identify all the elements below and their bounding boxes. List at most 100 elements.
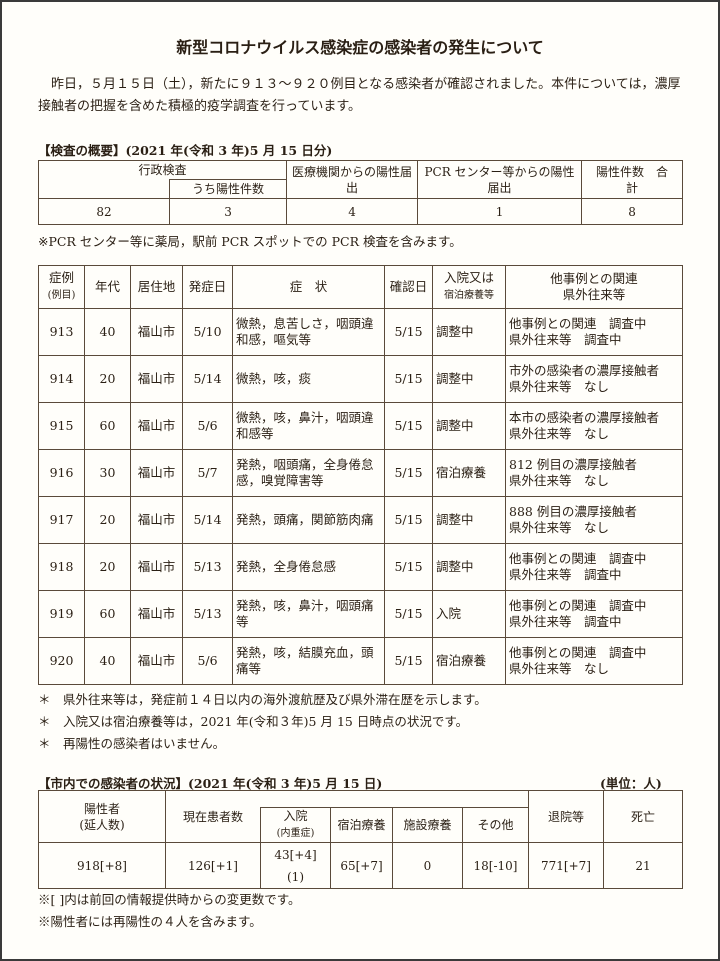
value-facility: 0 bbox=[392, 842, 463, 889]
case-symptoms: 発熱，咳，鼻汁，咽頭痛等 bbox=[232, 590, 385, 638]
case-onset: 5/7 bbox=[182, 449, 233, 497]
header-age: 年代 bbox=[84, 265, 131, 309]
case-note: ＊ 県外往来等は，発症前１４日以内の海外渡航歴及び県外滞在歴を示します。 bbox=[38, 692, 487, 707]
case-city: 福山市 bbox=[130, 449, 183, 497]
value-current: 126[+1] bbox=[165, 842, 261, 889]
case-city: 福山市 bbox=[130, 496, 183, 544]
case-number: 917 bbox=[38, 496, 85, 544]
case-row: 913 40 福山市 5/10 微熱，息苦しさ，咽頭違和感，嘔気等 5/15 調整中 他事例と… bbox=[38, 308, 683, 356]
value-hotel: 65[+7] bbox=[330, 842, 393, 889]
case-travel: 県外往来等 調査中 bbox=[509, 614, 622, 629]
header-death: 死亡 bbox=[603, 790, 683, 843]
case-status: 調整中 bbox=[432, 496, 506, 544]
case-status: 調整中 bbox=[432, 308, 506, 356]
case-age: 40 bbox=[84, 637, 131, 685]
header-status-sub: 宿泊療養等 bbox=[444, 290, 494, 301]
case-number: 916 bbox=[38, 449, 85, 497]
value-death: 21 bbox=[603, 842, 683, 889]
case-number: 919 bbox=[38, 590, 85, 638]
case-onset: 5/14 bbox=[182, 355, 233, 403]
case-travel: 県外往来等 なし bbox=[509, 520, 610, 535]
value-pcr: 1 bbox=[417, 198, 583, 225]
case-note: ＊ 再陽性の感染者はいません。 bbox=[38, 736, 226, 751]
header-hosp: 入院 bbox=[283, 809, 308, 823]
case-row: 917 20 福山市 5/14 発熱，頭痛，関節筋肉痛 5/15 調整中 888 例目の濃厚接… bbox=[38, 496, 683, 544]
case-row: 915 60 福山市 5/6 微熱，咳，鼻汁，咽頭違和感等 5/15 調整中 本市の感染者の濃… bbox=[38, 402, 683, 450]
case-row: 918 20 福山市 5/13 発熱，全身倦怠感 5/15 調整中 他事例との関連 調査中 県外… bbox=[38, 543, 683, 591]
tests-heading: 【検査の概要】(2021 年(令和 3 年)5 月 15 日分) bbox=[38, 143, 333, 158]
case-related: 812 例目の濃厚接触者 bbox=[509, 457, 637, 472]
case-related: 他事例との関連 調査中 bbox=[509, 645, 647, 660]
case-onset: 5/14 bbox=[182, 496, 233, 544]
case-row: 919 60 福山市 5/13 発熱，咳，鼻汁，咽頭痛等 5/15 入院 他事例との関連 調査… bbox=[38, 590, 683, 638]
case-travel: 県外往来等 なし bbox=[509, 473, 610, 488]
case-related: 他事例との関連 調査中 bbox=[509, 316, 647, 331]
case-row: 916 30 福山市 5/7 発熱，咽頭痛，全身倦怠感，嗅覚障害等 5/15 宿泊療養 812… bbox=[38, 449, 683, 497]
case-onset: 5/10 bbox=[182, 308, 233, 356]
header-status: 入院又は bbox=[443, 270, 494, 285]
status-note-2: ※陽性者には再陽性の４人を含みます。 bbox=[38, 914, 262, 929]
case-status: 調整中 bbox=[432, 402, 506, 450]
tests-note: ※PCR センター等に薬局，駅前 PCR スポットでの PCR 検査を含みます。 bbox=[38, 234, 462, 249]
case-city: 福山市 bbox=[130, 590, 183, 638]
case-symptoms: 微熱，咳，痰 bbox=[232, 355, 385, 403]
case-status: 宿泊療養 bbox=[432, 449, 506, 497]
case-travel: 県外往来等 調査中 bbox=[509, 332, 622, 347]
case-age: 60 bbox=[84, 590, 131, 638]
header-onset: 発症日 bbox=[182, 265, 233, 309]
case-confirmed: 5/15 bbox=[384, 637, 433, 685]
case-note: ＊ 入院又は宿泊療養等は，2021 年(令和３年)5 月 15 日時点の状況です… bbox=[38, 714, 469, 729]
header-other: その他 bbox=[462, 807, 529, 843]
value-medical: 4 bbox=[286, 198, 419, 225]
value-positive: 918[+8] bbox=[38, 842, 166, 889]
case-row: 914 20 福山市 5/14 微熱，咳，痰 5/15 調整中 市外の感染者の濃厚接触者 県外往… bbox=[38, 355, 683, 403]
case-travel: 県外往来等 なし bbox=[509, 661, 610, 676]
header-symptoms: 症 状 bbox=[232, 265, 385, 309]
case-confirmed: 5/15 bbox=[384, 543, 433, 591]
case-travel: 県外往来等 なし bbox=[509, 379, 610, 394]
value-admin: 82 bbox=[38, 198, 170, 225]
status-note-1: ※[ ]内は前回の情報提供時からの変更数です。 bbox=[38, 892, 301, 907]
case-onset: 5/6 bbox=[182, 637, 233, 685]
header-positive: 陽性者 bbox=[83, 801, 120, 816]
case-status: 調整中 bbox=[432, 543, 506, 591]
case-related: 888 例目の濃厚接触者 bbox=[509, 504, 637, 519]
case-age: 60 bbox=[84, 402, 131, 450]
case-symptoms: 発熱，全身倦怠感 bbox=[232, 543, 385, 591]
value-discharged: 771[+7] bbox=[528, 842, 604, 889]
case-related: 本市の感染者の濃厚接触者 bbox=[509, 410, 660, 425]
case-age: 40 bbox=[84, 308, 131, 356]
value-total: 8 bbox=[581, 198, 684, 225]
case-onset: 5/13 bbox=[182, 543, 233, 591]
header-relation: 他事例との関連 bbox=[550, 271, 638, 286]
header-hosp-sub: (内重症) bbox=[276, 828, 315, 839]
case-onset: 5/13 bbox=[182, 590, 233, 638]
case-relation: 812 例目の濃厚接触者 県外往来等 なし bbox=[505, 449, 683, 497]
case-status: 調整中 bbox=[432, 355, 506, 403]
cases-table: 症例 (例目) 年代 居住地 発症日 症 状 確認日 入院又は 宿泊療養等 他事例と… bbox=[38, 265, 683, 685]
tests-table: 行政検査 医療機関からの陽性届出 PCR センター等からの陽性届出 陽性件数 合… bbox=[37, 160, 692, 225]
case-city: 福山市 bbox=[130, 308, 183, 356]
case-related: 市外の感染者の濃厚接触者 bbox=[509, 363, 660, 378]
page-title: 新型コロナウイルス感染症の感染者の発生について bbox=[176, 38, 544, 57]
case-number: 913 bbox=[38, 308, 85, 356]
status-unit: (単位：人) bbox=[600, 776, 662, 791]
header-pcr: PCR センター等からの陽性届出 bbox=[417, 160, 583, 199]
case-relation: 他事例との関連 調査中 県外往来等 調査中 bbox=[505, 308, 683, 356]
header-admin: 行政検査 bbox=[37, 160, 288, 180]
case-confirmed: 5/15 bbox=[384, 449, 433, 497]
case-city: 福山市 bbox=[130, 637, 183, 685]
case-travel: 県外往来等 なし bbox=[509, 426, 610, 441]
header-travel: 県外往来等 bbox=[562, 287, 626, 302]
case-age: 20 bbox=[84, 496, 131, 544]
case-status: 入院 bbox=[432, 590, 506, 638]
header-case: 症例 bbox=[48, 270, 74, 285]
header-medical: 医療機関からの陽性届出 bbox=[286, 160, 419, 199]
case-symptoms: 発熱，頭痛，関節筋肉痛 bbox=[232, 496, 385, 544]
status-heading: 【市内での感染者の状況】(2021 年(令和 3 年)5 月 15 日) bbox=[38, 776, 383, 791]
case-confirmed: 5/15 bbox=[384, 402, 433, 450]
case-symptoms: 微熱，咳，鼻汁，咽頭違和感等 bbox=[232, 402, 385, 450]
case-symptoms: 発熱，咽頭痛，全身倦怠感，嗅覚障害等 bbox=[232, 449, 385, 497]
header-case-sub: (例目) bbox=[47, 290, 76, 301]
